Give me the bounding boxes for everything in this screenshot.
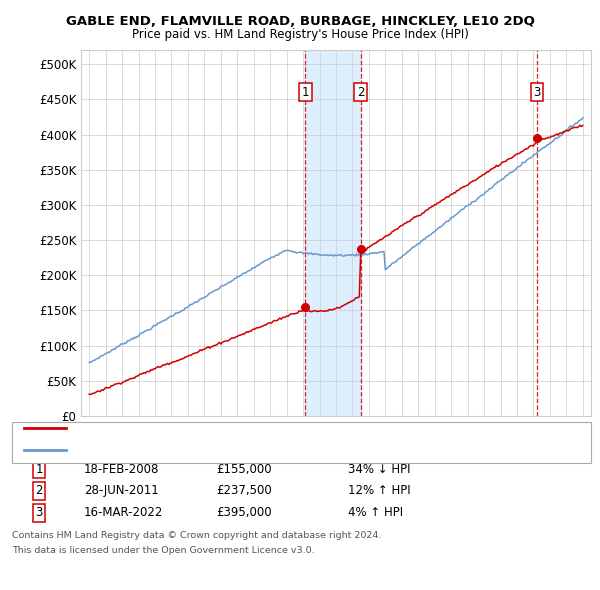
Text: 1: 1 — [301, 86, 309, 99]
Text: 18-FEB-2008: 18-FEB-2008 — [84, 463, 160, 476]
Text: 34% ↓ HPI: 34% ↓ HPI — [348, 463, 410, 476]
Text: 2: 2 — [357, 86, 364, 99]
Text: GABLE END, FLAMVILLE ROAD, BURBAGE, HINCKLEY, LE10 2DQ: GABLE END, FLAMVILLE ROAD, BURBAGE, HINC… — [65, 15, 535, 28]
Text: 28-JUN-2011: 28-JUN-2011 — [84, 484, 159, 497]
Bar — [305, 50, 361, 416]
Text: HPI: Average price, detached house, Hinckley and Bosworth: HPI: Average price, detached house, Hinc… — [72, 445, 400, 455]
Text: GABLE END, FLAMVILLE ROAD, BURBAGE, HINCKLEY, LE10 2DQ (detached house): GABLE END, FLAMVILLE ROAD, BURBAGE, HINC… — [72, 423, 519, 432]
Text: £237,500: £237,500 — [216, 484, 272, 497]
Text: Contains HM Land Registry data © Crown copyright and database right 2024.: Contains HM Land Registry data © Crown c… — [12, 531, 382, 540]
Text: Price paid vs. HM Land Registry's House Price Index (HPI): Price paid vs. HM Land Registry's House … — [131, 28, 469, 41]
Text: 12% ↑ HPI: 12% ↑ HPI — [348, 484, 410, 497]
Text: 2: 2 — [35, 484, 43, 497]
Text: 4% ↑ HPI: 4% ↑ HPI — [348, 506, 403, 519]
Text: £395,000: £395,000 — [216, 506, 272, 519]
Text: This data is licensed under the Open Government Licence v3.0.: This data is licensed under the Open Gov… — [12, 546, 314, 555]
Text: 1: 1 — [35, 463, 43, 476]
Text: 16-MAR-2022: 16-MAR-2022 — [84, 506, 163, 519]
Text: 3: 3 — [533, 86, 541, 99]
Text: 3: 3 — [35, 506, 43, 519]
Text: £155,000: £155,000 — [216, 463, 272, 476]
